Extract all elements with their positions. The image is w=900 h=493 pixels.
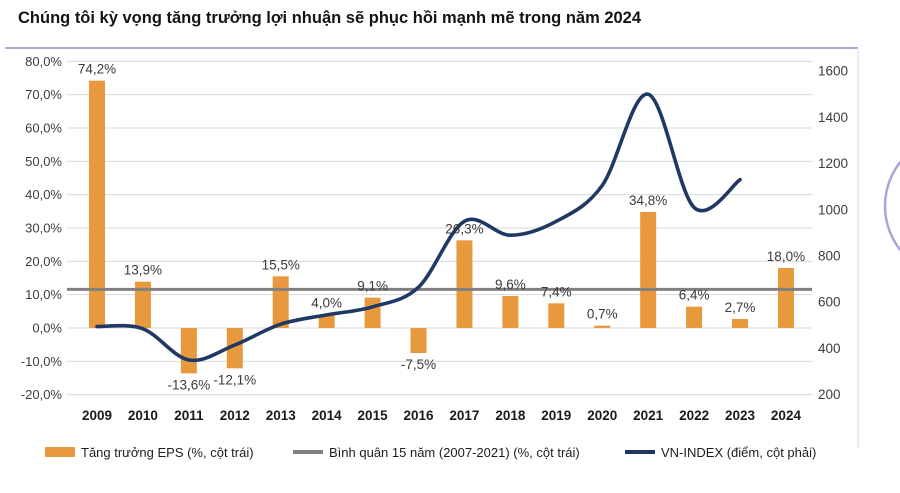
svg-text:2009: 2009 [82,408,112,423]
svg-text:1200: 1200 [818,156,848,171]
eps-bar-2010 [134,281,151,328]
svg-text:2015: 2015 [358,408,389,423]
svg-text:2014: 2014 [312,408,343,423]
eps-bars [89,80,794,374]
eps-bar-2009 [89,80,105,328]
svg-text:2019: 2019 [541,408,571,423]
svg-text:7,4%: 7,4% [541,284,572,299]
svg-text:0,0%: 0,0% [32,321,62,336]
left-axis-labels: 80,0% 70,0% 60,0% 50,0% 40,0% 30,0% 20,0% 10,0%… [21,54,63,402]
svg-text:-10,0%: -10,0% [21,354,63,369]
svg-text:2011: 2011 [174,408,204,423]
svg-text:600: 600 [818,295,841,310]
svg-text:2017: 2017 [449,408,479,423]
svg-text:4,0%: 4,0% [311,296,342,311]
svg-text:1000: 1000 [818,202,848,217]
svg-text:2022: 2022 [679,408,709,423]
svg-text:10,0%: 10,0% [25,287,62,302]
svg-text:30,0%: 30,0% [25,221,62,236]
svg-text:26,3%: 26,3% [445,221,483,236]
svg-text:13,9%: 13,9% [124,263,162,278]
svg-text:-13,6%: -13,6% [167,377,210,392]
legend-item-average: Bình quân 15 năm (2007-2021) (%, cột trá… [293,442,580,462]
svg-text:60,0%: 60,0% [25,121,62,136]
legend-item-vnindex: VN-INDEX (điểm, cột phải) [625,442,816,462]
svg-text:18,0%: 18,0% [767,249,805,264]
eps-bar-2018 [502,296,519,328]
eps-bar-2012 [226,328,243,369]
vnindex-line-swatch [625,450,655,454]
svg-text:6,4%: 6,4% [679,288,710,303]
svg-text:74,2%: 74,2% [78,62,116,77]
legend-label-average: Bình quân 15 năm (2007-2021) (%, cột trá… [329,444,580,460]
svg-text:20,0%: 20,0% [25,254,62,269]
x-axis-year-labels: 2009 2010 2011 2012 2013 2014 2015 2016 2017 2018… [82,408,801,423]
svg-text:-7,5%: -7,5% [401,357,436,372]
eps-bar-2020 [594,325,611,328]
svg-text:80,0%: 80,0% [25,54,62,69]
svg-text:2013: 2013 [266,408,297,423]
legend-label-eps: Tăng trưởng EPS (%, cột trái) [81,444,254,460]
svg-text:2024: 2024 [771,408,802,423]
eps-bar-swatch [45,447,75,457]
svg-text:40,0%: 40,0% [25,187,62,202]
eps-bar-2015 [364,297,381,328]
svg-text:2023: 2023 [725,408,756,423]
eps-data-labels: 74,2% 13,9% -13,6% -12,1% 15,5% 4,0% 9,1% -7,5%… [78,62,805,393]
svg-text:-20,0%: -20,0% [21,387,63,402]
svg-text:2021: 2021 [633,408,664,423]
svg-text:200: 200 [818,387,841,402]
page-title: Chúng tôi kỳ vọng tăng trưởng lợi nhuận … [18,9,642,27]
svg-text:34,8%: 34,8% [629,193,667,208]
svg-text:70,0%: 70,0% [25,87,62,102]
svg-text:1400: 1400 [818,110,848,125]
svg-text:2020: 2020 [587,408,617,423]
eps-bar-2024 [777,268,794,328]
svg-text:9,1%: 9,1% [357,279,388,294]
svg-text:0,7%: 0,7% [587,307,618,322]
svg-text:50,0%: 50,0% [25,154,62,169]
average-line-swatch [293,450,323,454]
eps-bar-2011 [180,328,197,374]
legend-label-vnindex: VN-INDEX (điểm, cột phải) [661,444,817,460]
svg-text:1600: 1600 [818,64,848,79]
svg-text:15,5%: 15,5% [262,257,300,272]
right-axis-labels: 1600 1400 1200 1000 800 600 400 200 [818,64,848,403]
eps-bar-2016 [410,328,427,353]
svg-text:9,6%: 9,6% [495,277,526,292]
svg-text:2,7%: 2,7% [725,300,756,315]
gridlines [67,60,812,396]
eps-bar-2017 [456,240,473,328]
eps-bar-2023 [732,319,749,328]
svg-text:2016: 2016 [403,408,434,423]
svg-text:2018: 2018 [495,408,526,423]
eps-bar-2021 [640,212,657,328]
svg-text:-12,1%: -12,1% [213,372,256,387]
decorative-circle [883,160,900,252]
svg-text:2010: 2010 [128,408,158,423]
eps-bar-2022 [686,306,703,328]
svg-text:800: 800 [818,249,841,264]
chart-legend: Tăng trưởng EPS (%, cột trái) Bình quân … [0,442,900,464]
svg-text:400: 400 [818,341,841,356]
eps-bar-2014 [318,314,335,328]
svg-text:2012: 2012 [220,408,250,423]
legend-item-eps: Tăng trưởng EPS (%, cột trái) [45,442,254,462]
vnindex-line [95,92,742,363]
eps-bar-2013 [272,276,289,328]
eps-bar-2019 [548,303,565,328]
